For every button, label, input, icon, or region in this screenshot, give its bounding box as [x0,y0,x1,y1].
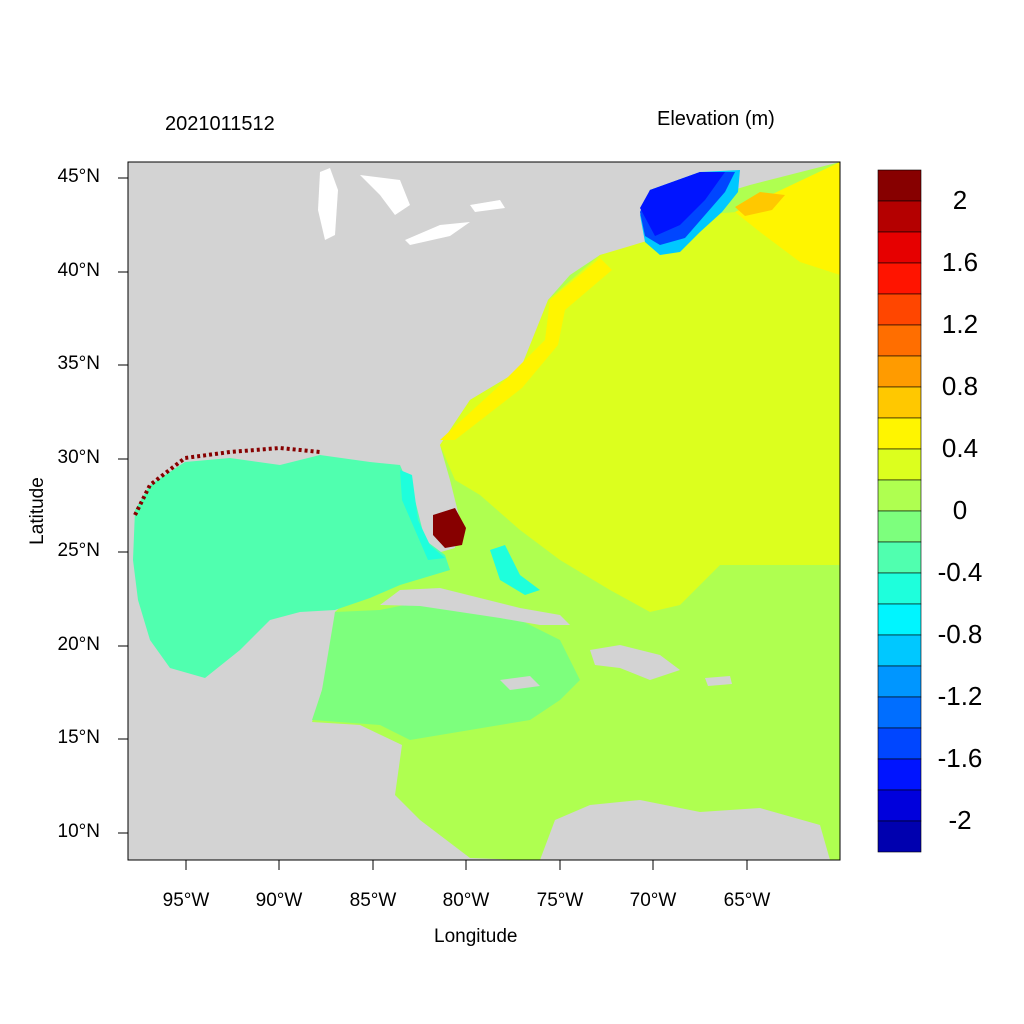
lat-tick-label: 15°N [57,727,100,748]
colorbar-label: -1.2 [937,681,983,711]
gulf-of-mexico-water [133,455,450,678]
gulf-coast-surge [133,445,321,516]
cuba [380,588,570,625]
colorbar-label: 0.8 [941,371,979,401]
lake-erie [405,222,470,245]
y-axis-label: Latitude [27,477,48,545]
colorbar-box [877,665,922,698]
lat-tick-label: 20°N [57,634,100,655]
colorbar-box [877,262,922,295]
lat-tick-label: 45°N [57,166,100,187]
lat-tick-label: 25°N [57,540,100,561]
colorbar-box [877,634,922,667]
colorbar-box [877,355,922,388]
lon-tick-label: 80°W [442,890,490,911]
colorbar-label: -1.6 [937,743,983,773]
date-title: 2021011512 [165,113,275,135]
colorbar-box [877,510,922,543]
lake-huron [360,175,410,215]
lon-tick-label: 70°W [629,890,677,911]
lat-tick-label: 10°N [57,821,100,842]
colorbar-box [877,572,922,605]
plot-frame [127,161,841,861]
colorbar-box [877,169,922,202]
colorbar-box [877,789,922,822]
colorbar-box [877,479,922,512]
lon-tick-label: 95°W [162,890,210,911]
colorbar-label: 2 [952,185,968,215]
colorbar-box [877,727,922,760]
lake-michigan [318,168,338,240]
variable-title: Elevation (m) [657,108,775,130]
bahamas-shelf [490,545,540,595]
lake-ontario [470,200,505,212]
colorbar-box [877,820,922,853]
lat-tick-label: 35°N [57,353,100,374]
x-axis-label: Longitude [434,926,518,947]
colorbar-box [877,603,922,636]
caribbean-west-water [312,600,580,740]
gulf-of-maine-darkblue [640,172,725,236]
colorbar-box [877,293,922,326]
north-atlantic-elevation-0.2 [440,210,840,612]
lon-tick-label: 75°W [536,890,584,911]
south-florida-high [433,508,466,548]
northeast-band-0.4 [735,162,840,275]
colorbar-box [877,541,922,574]
colorbar-label: -2 [948,805,972,835]
jamaica [500,676,540,690]
colorbar [877,169,922,853]
map-area [128,162,840,860]
florida-west-shelf [400,470,445,560]
lat-tick-label: 30°N [57,447,100,468]
lat-tick-label: 40°N [57,260,100,281]
hispaniola [590,645,680,680]
colorbar-box [877,231,922,264]
puerto-rico [705,676,732,686]
colorbar-label: 0 [952,495,968,525]
colorbar-box [877,417,922,450]
south-america [540,800,830,860]
colorbar-box [877,200,922,233]
colorbar-label: -0.4 [937,557,983,587]
colorbar-box [877,696,922,729]
lon-tick-label: 85°W [349,890,397,911]
lon-tick-label: 65°W [723,890,771,911]
orange-patch [735,192,785,216]
colorbar-box [877,386,922,419]
colorbar-box [877,324,922,357]
colorbar-box [877,758,922,791]
colorbar-box [877,448,922,481]
colorbar-label: 1.2 [941,309,979,339]
lon-tick-label: 90°W [255,890,303,911]
colorbar-label: 1.6 [941,247,979,277]
coastal-band-0.4 [440,258,612,440]
colorbar-label: -0.8 [937,619,983,649]
colorbar-label: 0.4 [941,433,979,463]
axis-ticks [118,177,748,870]
